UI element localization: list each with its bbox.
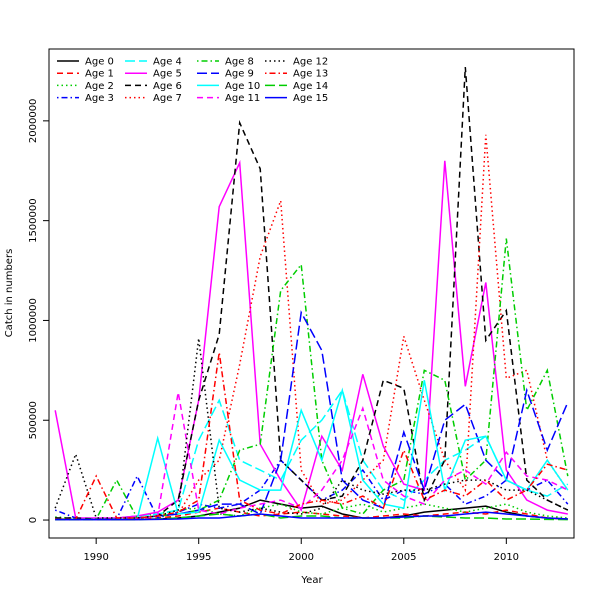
legend-label-age-15: Age 15 [293,93,328,104]
legend-label-age-10: Age 10 [225,81,260,92]
legend-label-age-5: Age 5 [153,69,182,80]
series-line-age-9 [55,310,569,521]
series-line-age-3 [54,459,569,520]
series-line-age-15 [55,511,568,521]
legend-label-age-13: Age 13 [293,69,328,80]
legend-label-age-14: Age 14 [293,81,328,92]
legend-label-age-8: Age 8 [225,57,254,68]
legend-label-age-7: Age 7 [153,93,182,104]
series-line-age-11 [55,392,569,521]
y-axis: 0 500000 1000000 1500000 2000000 [28,99,49,523]
legend-label-age-1: Age 1 [85,69,114,80]
series-layer [54,66,569,521]
x-tick-label: 2005 [391,552,416,563]
legend-label-age-2: Age 2 [85,81,114,92]
y-tick-label: 0 [28,517,39,523]
x-tick-label: 1990 [83,552,108,563]
plot-frame [48,48,575,539]
x-tick-label: 2000 [289,552,314,563]
y-tick-label: 1000000 [28,298,39,343]
y-tick-label: 1500000 [28,198,39,243]
legend-label-age-6: Age 6 [153,81,182,92]
legend-label-age-3: Age 3 [85,93,114,104]
y-axis-label: Catch in numbers [4,249,15,338]
y-tick-label: 2000000 [28,99,39,144]
legend-label-age-9: Age 9 [225,69,254,80]
legend-label-age-12: Age 12 [293,57,328,68]
y-tick-label: 500000 [28,401,39,439]
legend-label-age-11: Age 11 [225,93,260,104]
x-tick-label: 2010 [494,552,519,563]
series-line-age-10 [55,380,569,521]
series-line-age-13 [55,352,569,521]
x-axis-label: Year [300,575,323,586]
x-tick-label: 1995 [186,552,211,563]
legend-label-age-0: Age 0 [85,57,114,68]
x-axis: 1990 1995 2000 2005 2010 [83,538,519,563]
legend-label-age-4: Age 4 [153,57,182,68]
